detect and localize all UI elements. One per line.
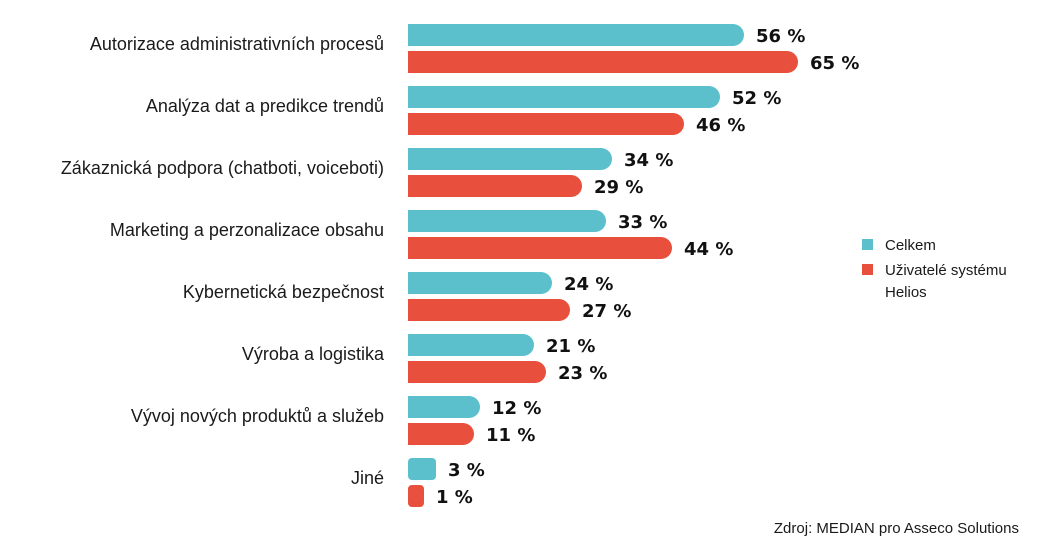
category-label: Autorizace administrativních procesů — [90, 34, 384, 54]
data-label: 11 % — [486, 425, 535, 446]
data-label: 44 % — [684, 239, 733, 260]
data-label: 46 % — [696, 115, 745, 136]
bar-celkem — [408, 86, 720, 108]
bars-group: Autorizace administrativních procesů 56 %… — [61, 24, 859, 508]
data-label: 27 % — [582, 301, 631, 322]
legend-label: Uživatelé systému — [885, 262, 1007, 279]
category-label: Marketing a perzonalizace obsahu — [110, 220, 384, 240]
bar-celkem — [408, 396, 480, 418]
bar-helios — [408, 237, 672, 259]
category-label: Kybernetická bezpečnost — [183, 282, 384, 302]
legend-label: Helios — [885, 284, 927, 301]
legend-swatch — [862, 264, 873, 275]
bar-helios — [408, 423, 474, 445]
category-label: Vývoj nových produktů a služeb — [131, 406, 384, 426]
data-label: 23 % — [558, 363, 607, 384]
bar-celkem — [408, 334, 534, 356]
bar-helios — [408, 299, 570, 321]
data-label: 21 % — [546, 336, 595, 357]
data-label: 34 % — [624, 150, 673, 171]
bar-celkem — [408, 458, 436, 480]
category-label: Výroba a logistika — [242, 344, 385, 364]
bar-celkem — [408, 148, 612, 170]
bar-celkem — [408, 210, 606, 232]
data-label: 24 % — [564, 274, 613, 295]
data-label: 65 % — [810, 53, 859, 74]
legend: Celkem Uživatelé systému Helios — [862, 237, 1007, 301]
category-label: Zákaznická podpora (chatboti, voiceboti) — [61, 158, 384, 178]
data-label: 3 % — [448, 460, 485, 481]
data-label: 12 % — [492, 398, 541, 419]
legend-label: Celkem — [885, 237, 936, 254]
data-label: 52 % — [732, 88, 781, 109]
bar-celkem — [408, 272, 552, 294]
legend-swatch — [862, 239, 873, 250]
bar-helios — [408, 113, 684, 135]
bar-helios — [408, 51, 798, 73]
data-label: 33 % — [618, 212, 667, 233]
data-label: 56 % — [756, 26, 805, 47]
data-label: 29 % — [594, 177, 643, 198]
bar-helios — [408, 485, 424, 507]
bar-helios — [408, 361, 546, 383]
source-note: Zdroj: MEDIAN pro Asseco Solutions — [774, 520, 1019, 537]
data-label: 1 % — [436, 487, 473, 508]
category-label: Analýza dat a predikce trendů — [146, 96, 384, 116]
category-label: Jiné — [351, 468, 384, 488]
bar-celkem — [408, 24, 744, 46]
bar-helios — [408, 175, 582, 197]
